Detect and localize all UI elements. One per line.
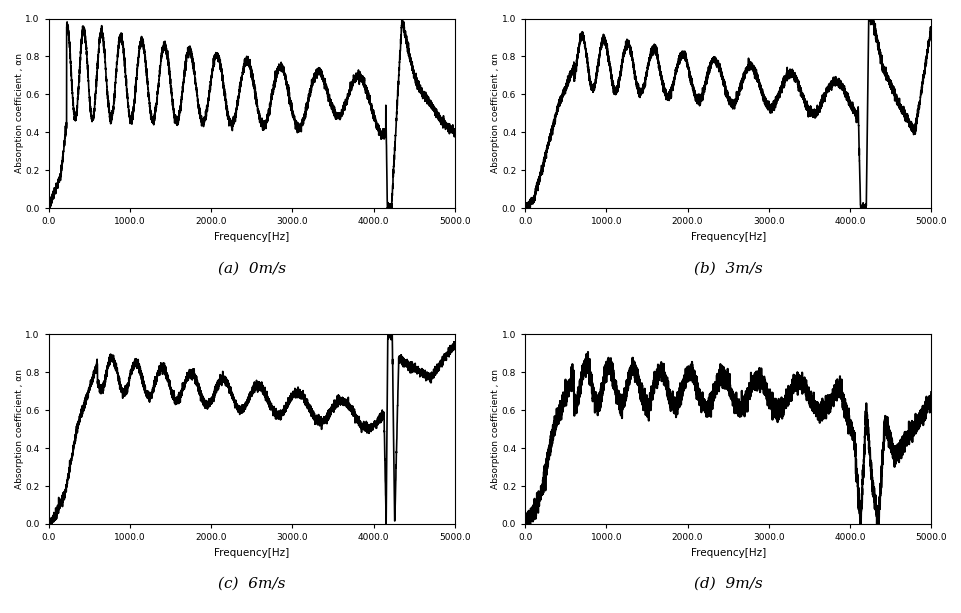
Y-axis label: Absorption coefficient , αn: Absorption coefficient , αn: [15, 369, 24, 489]
Y-axis label: Absorption coefficient , αn: Absorption coefficient , αn: [491, 53, 500, 173]
Text: (c)  6m/s: (c) 6m/s: [218, 577, 285, 591]
Text: (a)  0m/s: (a) 0m/s: [217, 261, 285, 275]
Y-axis label: Absorption coefficient , αn: Absorption coefficient , αn: [15, 53, 24, 173]
X-axis label: Frequency[Hz]: Frequency[Hz]: [214, 232, 289, 242]
X-axis label: Frequency[Hz]: Frequency[Hz]: [214, 547, 289, 557]
X-axis label: Frequency[Hz]: Frequency[Hz]: [690, 232, 765, 242]
Text: (d)  9m/s: (d) 9m/s: [693, 577, 762, 591]
X-axis label: Frequency[Hz]: Frequency[Hz]: [690, 547, 765, 557]
Y-axis label: Absorption coefficient , αn: Absorption coefficient , αn: [491, 369, 500, 489]
Text: (b)  3m/s: (b) 3m/s: [693, 261, 762, 275]
